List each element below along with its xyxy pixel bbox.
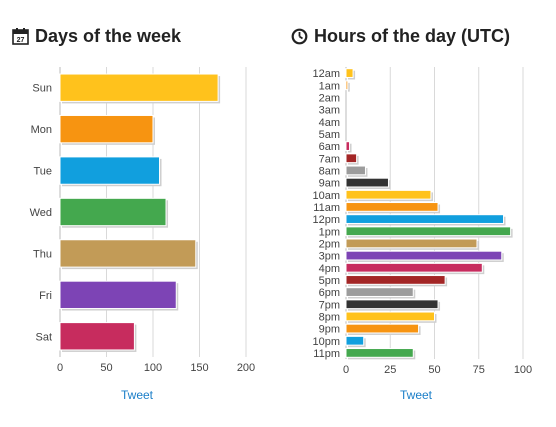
hours-category-label: 2pm [319,238,340,250]
days-category-label: Tue [33,166,52,178]
clock-icon [291,28,308,45]
hours-bar-8pm[interactable] [345,311,435,322]
hours-category-label: 6pm [319,287,340,299]
days-x-tick-label: 50 [100,362,112,374]
hours-x-tick-label: 25 [384,364,396,376]
hours-category-label: 12am [312,68,340,80]
hours-bar-9am[interactable] [345,177,389,188]
hours-title-text: Hours of the day (UTC) [314,26,510,46]
hours-category-label: 5pm [319,275,340,287]
days-x-tick-label: 0 [57,362,63,374]
hours-category-label: 4am [319,117,340,129]
hours-category-label: 7pm [319,299,340,311]
days-bar-sat[interactable] [59,322,135,351]
hours-category-label: 7am [319,153,340,165]
hours-bar-9pm[interactable] [345,323,420,334]
hours-bar-10am[interactable] [345,189,432,200]
days-bar-fri[interactable] [59,280,177,310]
days-x-tick-label: 150 [190,362,208,374]
days-bar-mon[interactable] [59,114,154,144]
hours-bar-2pm[interactable] [345,238,478,249]
hours-bar-1pm[interactable] [345,226,512,237]
tweet-days-link[interactable]: Tweet [121,388,154,402]
hours-category-label: 9am [319,178,340,190]
hours-category-label: 3pm [319,251,340,263]
days-category-label: Thu [33,248,52,260]
days-category-label: Fri [39,290,52,302]
hours-category-label: 9pm [319,324,340,336]
tweet-hours-link[interactable]: Tweet [400,388,433,402]
hours-category-label: 4pm [319,263,340,275]
hours-bar-10pm[interactable] [345,335,365,346]
days-x-tick-label: 100 [144,362,162,374]
hours-x-tick-label: 75 [473,364,485,376]
days-bar-tue[interactable] [59,156,161,185]
days-bar-sun[interactable] [59,73,219,102]
hours-category-label: 2am [319,92,340,104]
days-title-text: Days of the week [35,26,182,46]
hours-category-label: 10am [312,190,340,202]
hours-bar-11pm[interactable] [345,348,414,358]
hours-bar-12am[interactable] [345,68,354,78]
hours-bar-6am[interactable] [345,141,351,151]
hours-bar-7pm[interactable] [345,299,439,310]
hours-category-label: 8am [319,165,340,177]
hours-category-label: 8pm [319,311,340,323]
hours-bar-6pm[interactable] [345,287,414,297]
days-category-label: Mon [31,124,52,136]
hours-category-label: 12pm [312,214,340,226]
hours-bar-1am[interactable] [345,80,349,91]
days-category-label: Sun [32,83,52,95]
hours-category-label: 3am [319,105,340,117]
days-of-week-title: 27 Days of the week [12,26,181,47]
calendar-icon: 27 [12,28,29,45]
hours-bar-8am[interactable] [345,165,366,176]
hours-x-tick-label: 50 [428,364,440,376]
hours-category-label: 10pm [312,336,340,348]
hours-category-label: 11pm [313,348,340,360]
hours-of-day-title: Hours of the day (UTC) [291,26,510,47]
hours-bar-3pm[interactable] [345,250,503,261]
hours-bar-4pm[interactable] [345,262,483,273]
hours-x-tick-label: 100 [514,364,532,376]
hours-category-label: 11am [313,202,340,214]
days-category-label: Wed [30,207,52,219]
svg-text:27: 27 [17,37,25,44]
hours-x-tick-label: 0 [343,364,349,376]
days-bar-thu[interactable] [59,239,197,268]
hours-bar-12pm[interactable] [345,214,505,224]
hours-bar-shadow [348,82,350,92]
days-x-tick-label: 200 [237,362,255,374]
hours-category-label: 1pm [319,226,340,238]
hours-bar-7am[interactable] [345,153,358,164]
hours-category-label: 5am [319,129,340,141]
days-bar-wed[interactable] [59,197,167,227]
hours-bar-11am[interactable] [345,202,439,212]
hours-category-label: 1am [319,80,340,92]
hours-bar-5pm[interactable] [345,275,446,285]
hours-category-label: 6am [319,141,340,153]
days-category-label: Sat [35,331,52,343]
